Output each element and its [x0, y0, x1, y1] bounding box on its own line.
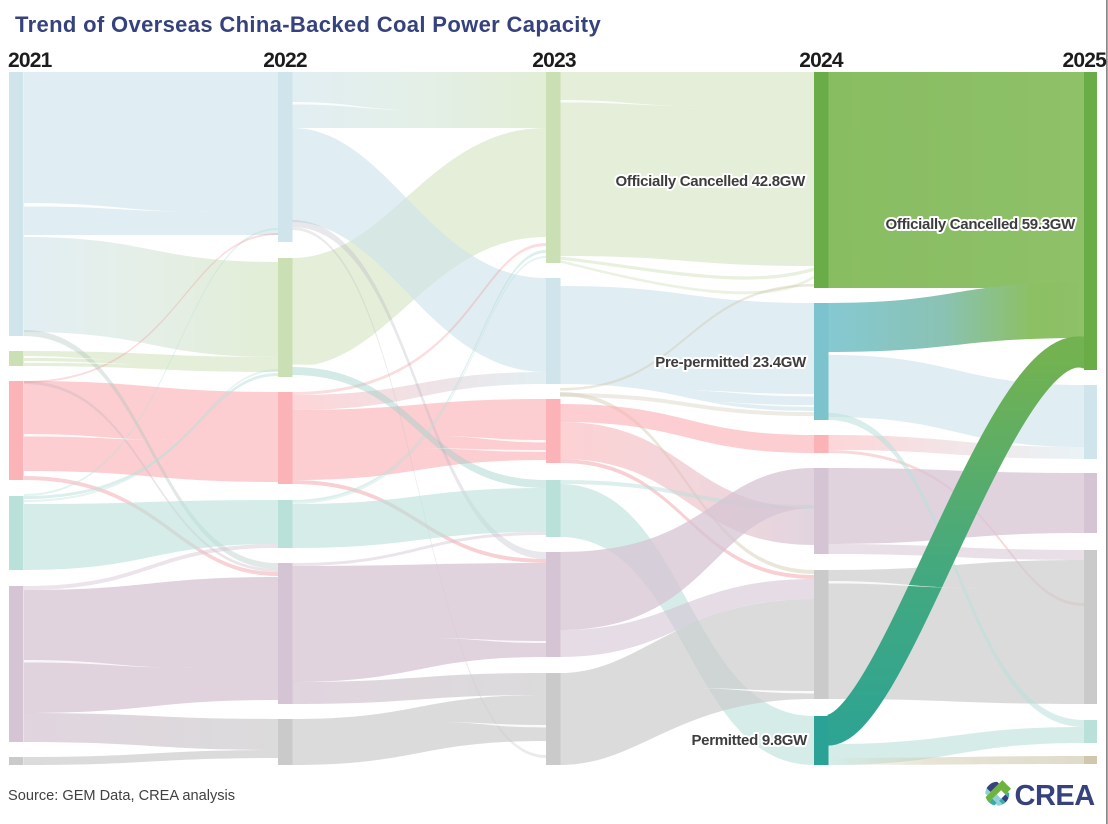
svg-text:2024: 2024	[799, 49, 844, 72]
svg-text:2022: 2022	[263, 49, 307, 72]
svg-text:Permitted 9.8GW: Permitted 9.8GW	[691, 732, 808, 749]
svg-text:Officially Cancelled 59.3GW: Officially Cancelled 59.3GW	[886, 216, 1077, 233]
svg-text:Officially Cancelled 42.8GW: Officially Cancelled 42.8GW	[616, 173, 807, 190]
svg-text:Pre-permitted 23.4GW: Pre-permitted 23.4GW	[655, 354, 807, 371]
svg-text:2025: 2025	[1062, 49, 1107, 72]
svg-text:CREA: CREA	[1015, 780, 1096, 812]
svg-text:2021: 2021	[8, 49, 53, 72]
svg-text:2023: 2023	[532, 49, 576, 72]
